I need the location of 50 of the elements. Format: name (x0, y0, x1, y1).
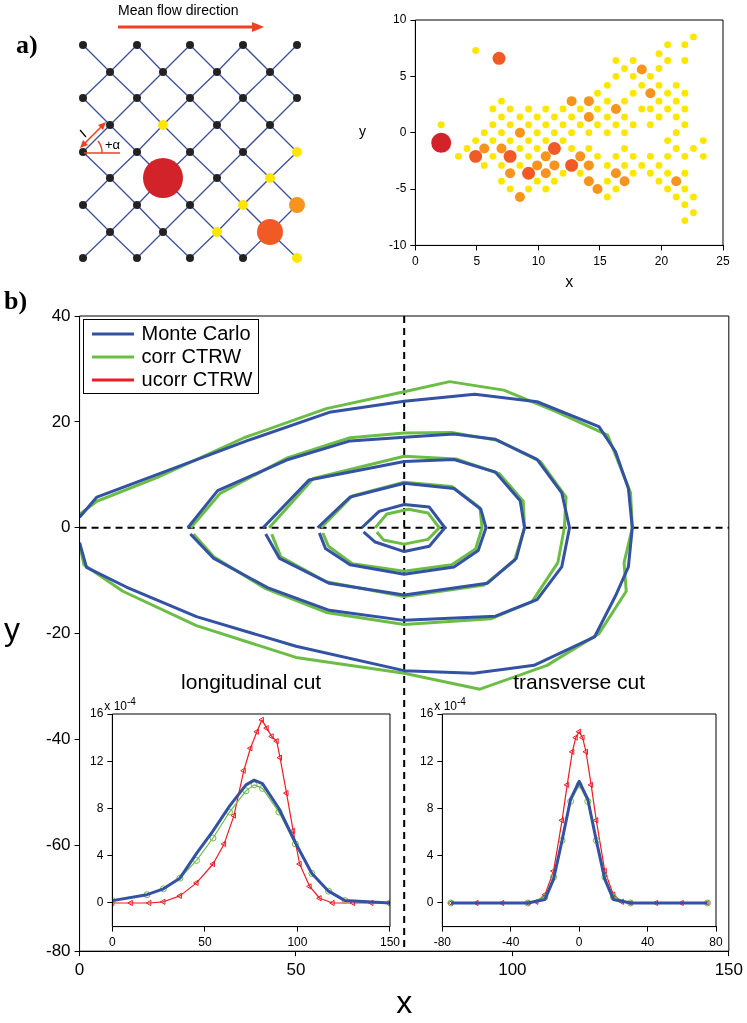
y-tick-label: 0 (96, 895, 104, 910)
y-tick-label: 8 (426, 800, 434, 815)
y-tick-label: -60 (45, 835, 71, 855)
x-tick-label: 100 (287, 935, 308, 950)
y-tick-label: 0 (61, 517, 71, 537)
x-axis-title: x (396, 983, 413, 1020)
y-tick-label: 12 (89, 753, 104, 768)
y-tick-label: 0 (399, 125, 407, 140)
chart-title: b) (4, 286, 28, 316)
x-tick-label: -40 (502, 935, 520, 950)
x-tick-label: 20 (654, 253, 669, 268)
x-tick-label: 40 (640, 935, 655, 950)
y-tick-label: 5 (399, 68, 407, 83)
x-tick-label: 25 (716, 253, 730, 268)
legend-label: Monte Carlo (141, 322, 251, 345)
y-tick-label: 0 (426, 895, 434, 910)
legend-label: corr CTRW (141, 345, 242, 368)
y-axis-title: y (359, 122, 366, 139)
x-tick-label: 100 (498, 960, 527, 980)
y-tick-label: 12 (419, 753, 434, 768)
x-tick-label: 0 (74, 960, 85, 980)
x-tick-label: 10 (531, 253, 546, 268)
y-tick-label: 10 (392, 12, 407, 27)
y-tick-label: -5 (395, 181, 407, 196)
y-tick-label: 4 (426, 848, 434, 863)
y-tick-label: 40 (51, 305, 71, 325)
y-tick-label: 20 (51, 411, 71, 431)
y-tick-label: 16 (89, 706, 104, 721)
x-tick-label: 80 (709, 935, 723, 950)
x-tick-label: 50 (198, 935, 212, 950)
y-axis-title: x 10$^{-4}$ (434, 696, 466, 713)
x-tick-label: 150 (714, 960, 744, 980)
legend-label: ucorr CTRW (141, 368, 253, 391)
x-tick-label: 5 (473, 253, 481, 268)
y-tick-label: -20 (45, 623, 71, 643)
y-tick-label: -10 (389, 237, 407, 252)
x-axis-title: x (565, 272, 574, 290)
x-tick-label: 150 (379, 935, 401, 950)
y-axis-title: y (4, 611, 20, 649)
x-tick-label: 0 (109, 935, 116, 950)
chart-title: transverse cut (512, 670, 647, 694)
chart-title: longitudinal cut (180, 670, 323, 694)
x-tick-label: 15 (593, 253, 607, 268)
y-tick-label: 8 (96, 800, 104, 815)
y-tick-label: -40 (45, 729, 71, 749)
x-tick-label: 0 (575, 935, 583, 950)
y-tick-label: 16 (419, 706, 434, 721)
x-tick-label: 50 (286, 960, 306, 980)
y-tick-label: 4 (96, 848, 104, 863)
y-axis-title: x 10$^{-4}$ (104, 696, 136, 713)
